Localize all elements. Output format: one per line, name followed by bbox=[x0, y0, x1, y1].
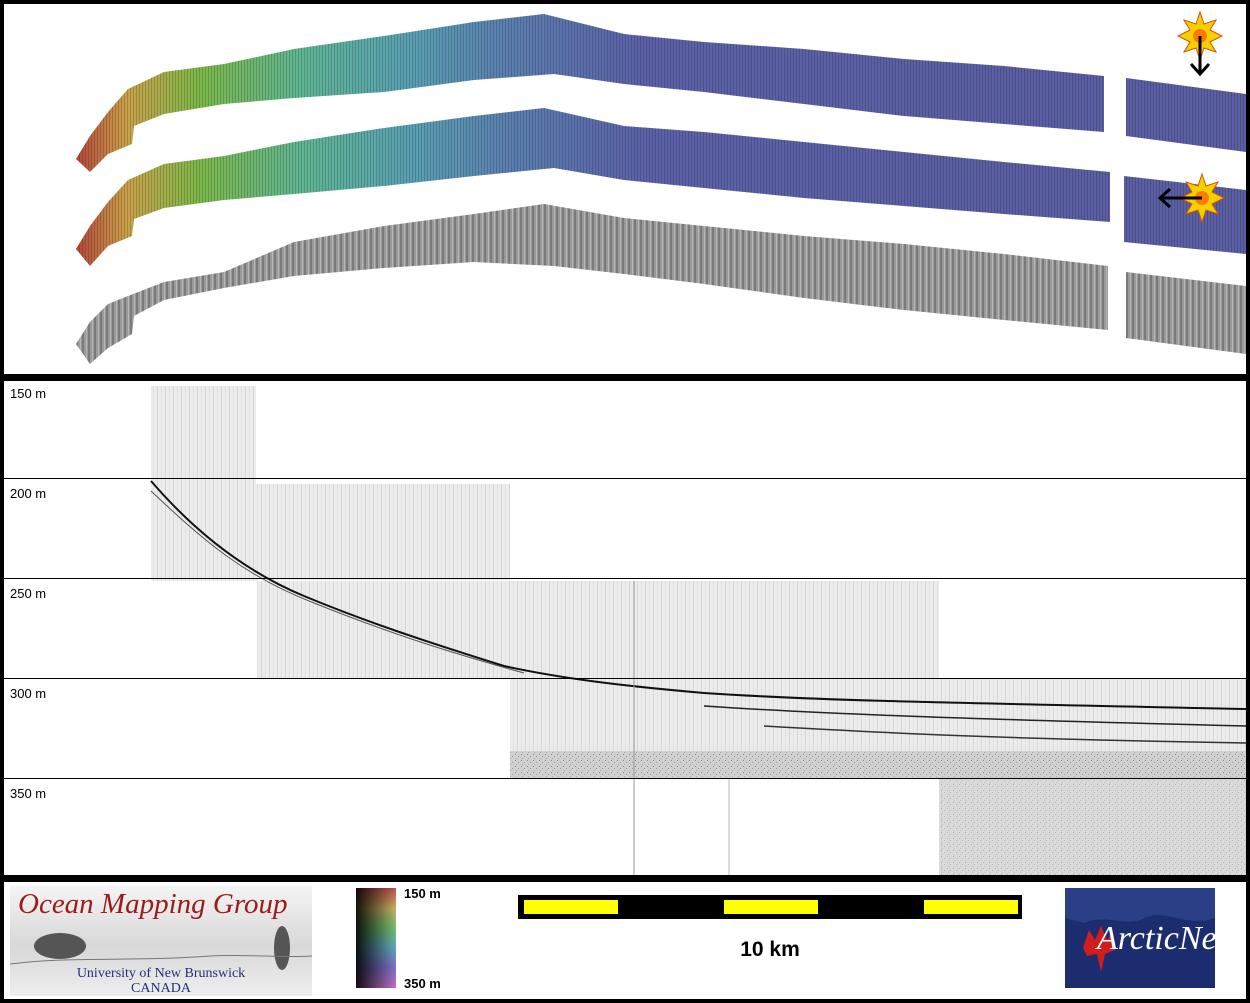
scale-segment bbox=[924, 900, 1018, 914]
arcticnet-logo-text: ArcticNet bbox=[1097, 920, 1215, 957]
subbottom-profile-panel: 150 m 200 m 250 m 300 m 350 m bbox=[4, 381, 1246, 875]
swath-map-panel bbox=[4, 4, 1246, 374]
omg-logo-university: University of New Brunswick bbox=[76, 966, 246, 981]
depth-label-300: 300 m bbox=[10, 686, 47, 701]
profile-image bbox=[150, 386, 1246, 875]
omg-logo-country: CANADA bbox=[131, 981, 191, 996]
omg-logo-title: Ocean Mapping Group bbox=[18, 888, 288, 920]
colorbar-bottom-label: 350 m bbox=[404, 976, 441, 991]
depth-label-150: 150 m bbox=[10, 386, 47, 401]
scale-segment bbox=[524, 900, 618, 914]
scale-label: 10 km bbox=[740, 938, 800, 961]
depth-label-350: 350 m bbox=[10, 786, 47, 801]
omg-logo-illustration bbox=[10, 926, 312, 970]
scale-bar bbox=[518, 895, 1022, 919]
swath-strips bbox=[76, 10, 1246, 364]
backscatter-strip bbox=[76, 204, 1246, 364]
depth-colorbar bbox=[356, 888, 396, 988]
footer: Ocean Mapping Group University of New Br… bbox=[4, 882, 1246, 999]
bathymetry-strip-north-illumination bbox=[76, 14, 1246, 172]
arcticnet-logo: ArcticNet bbox=[1065, 888, 1215, 988]
ocean-mapping-group-logo: Ocean Mapping Group University of New Br… bbox=[10, 886, 312, 996]
sun-north-icon bbox=[1176, 10, 1224, 77]
colorbar-top-label: 150 m bbox=[404, 886, 441, 901]
maple-leaf-icon bbox=[1083, 926, 1115, 972]
depth-label-250: 250 m bbox=[10, 586, 47, 601]
depth-label-200: 200 m bbox=[10, 486, 47, 501]
scale-segment bbox=[724, 900, 818, 914]
sun-east-icon bbox=[1157, 172, 1226, 224]
